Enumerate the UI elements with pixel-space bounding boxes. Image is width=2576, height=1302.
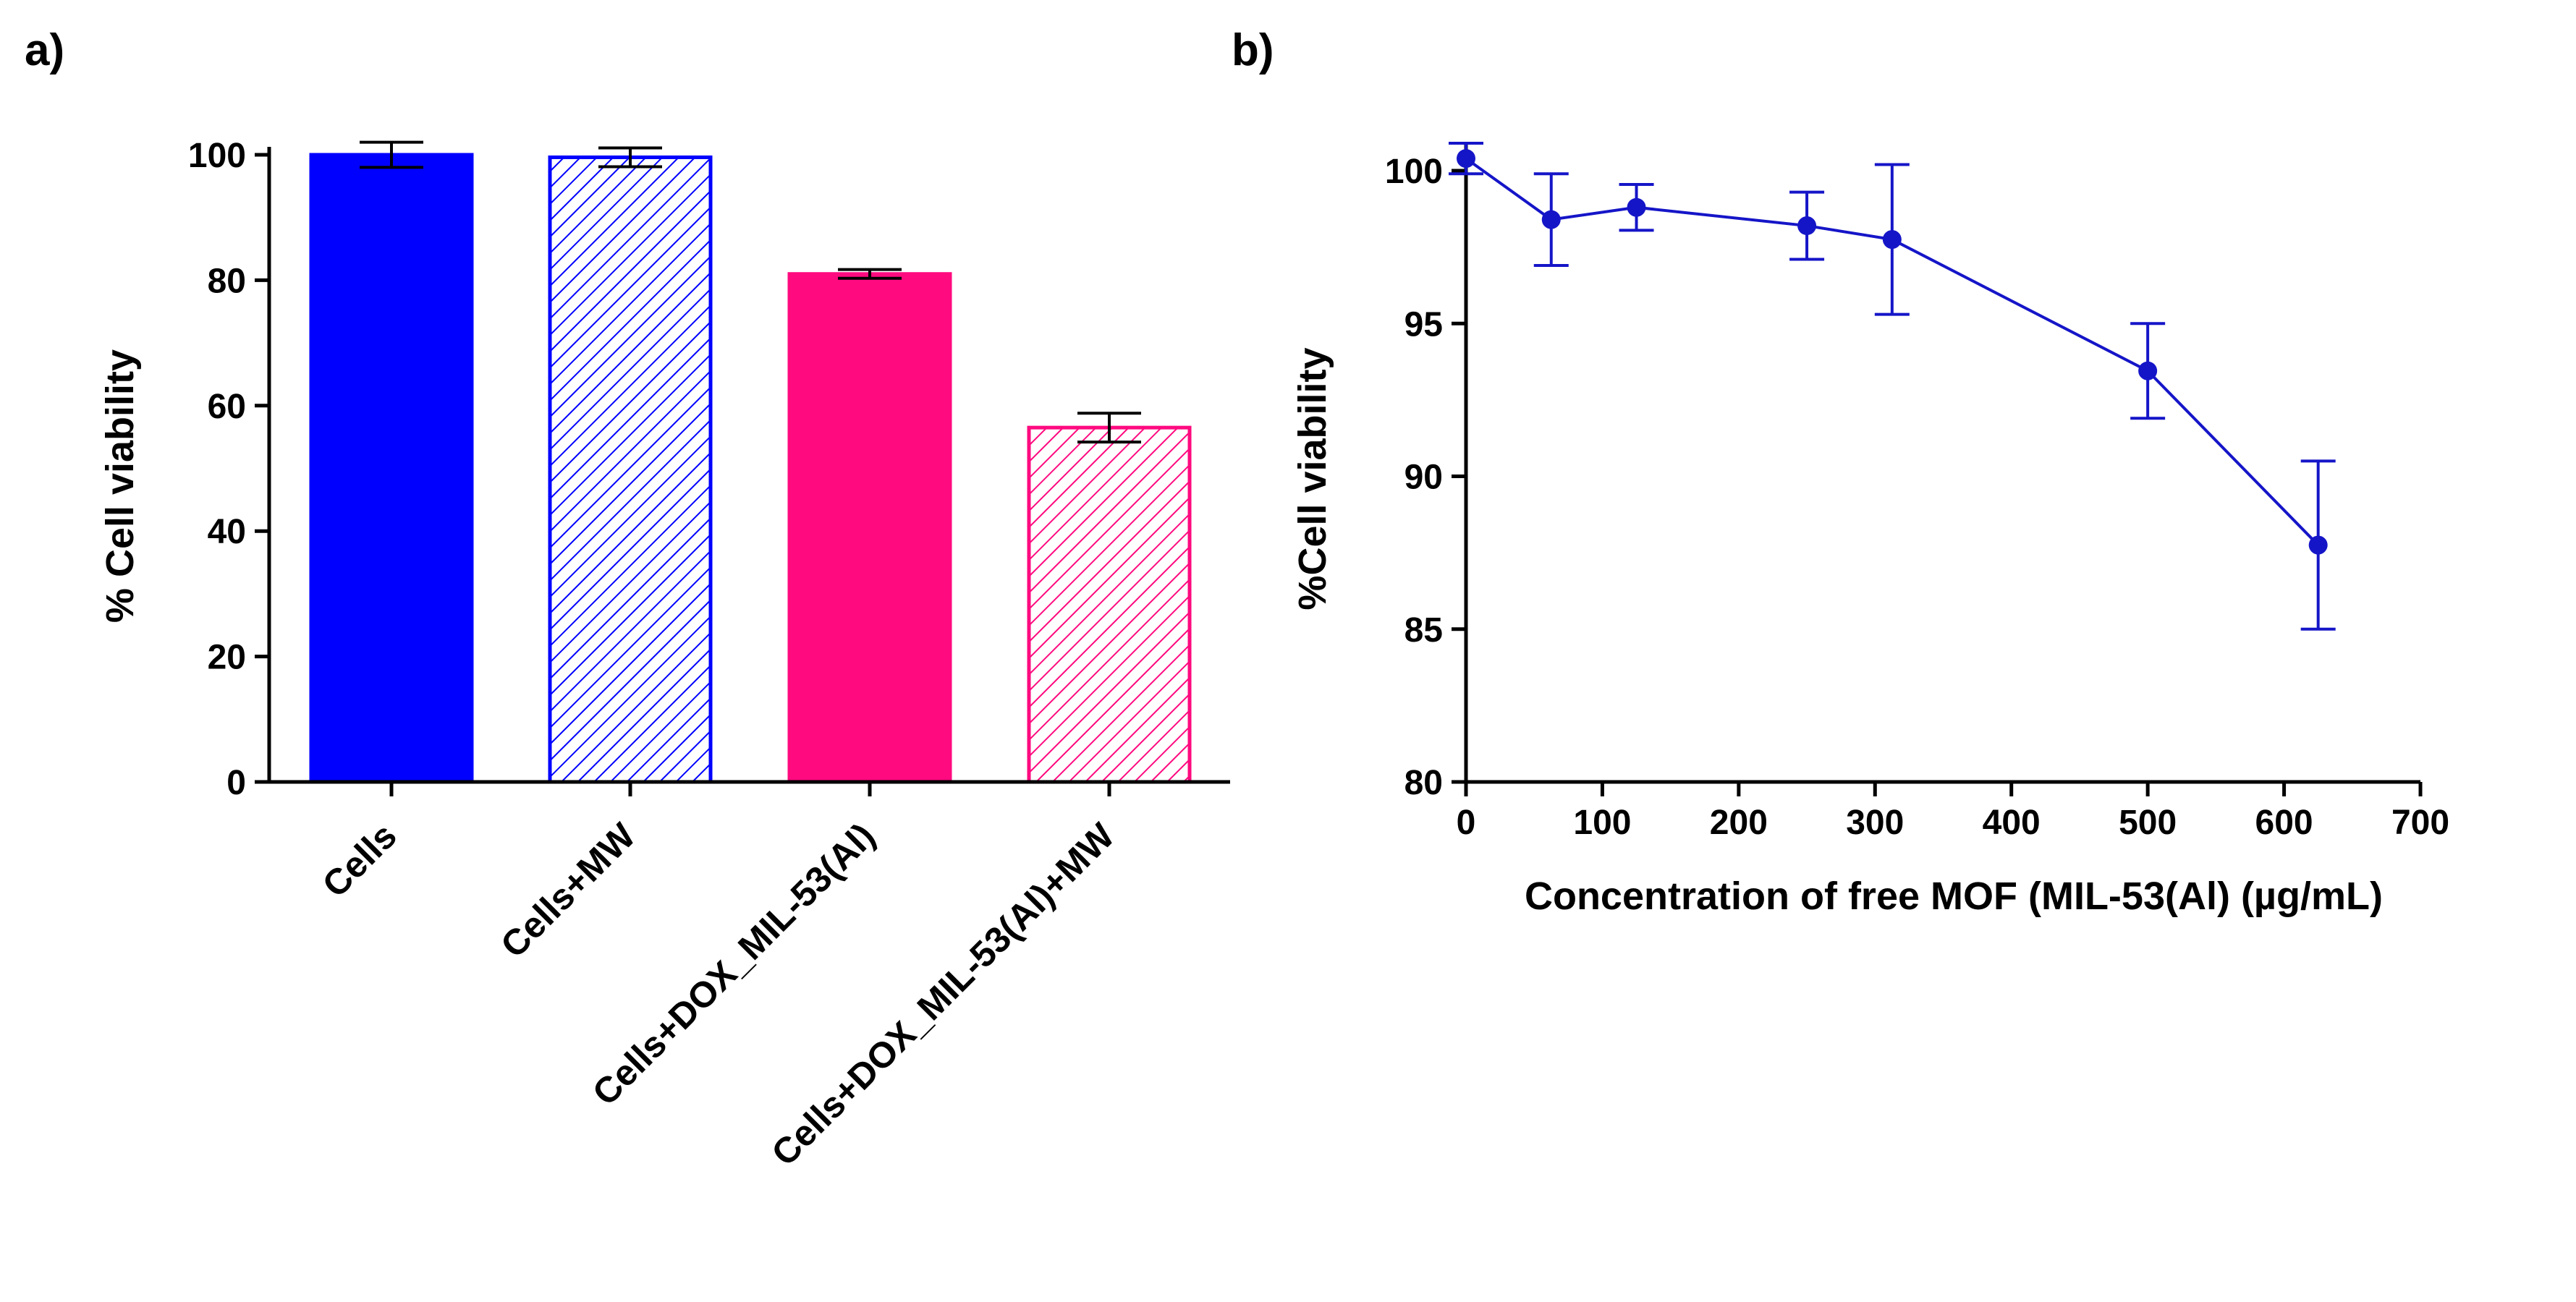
line-x-tick-label: 600 [2255,804,2313,842]
data-point [1457,149,1475,169]
line-y-tick-label: 100 [1385,153,1443,191]
bar-y-tick-label: 20 [208,639,246,677]
data-point [2308,535,2328,555]
line-y-tick-label: 95 [1404,305,1443,344]
bar [548,155,713,784]
bar-chart-panel: a) % Cell viability 0 20 40 60 80 100 Cells Ce… [25,25,1230,1174]
bar-y-axis: 0 20 40 60 80 100 [188,137,271,802]
line-x-tick-label: 500 [2119,804,2177,842]
bar-y-tick-label: 80 [208,262,246,300]
bar-y-tick-label: 40 [208,513,246,551]
bar-y-tick-label: 100 [188,137,246,175]
bar-y-axis-title: % Cell viability [98,349,142,623]
line-x-tick-label: 100 [1573,804,1631,842]
data-point [2138,361,2158,380]
data-point [1541,210,1561,229]
line-y-tick-label: 80 [1404,764,1443,802]
line-x-tick-label: 0 [1457,804,1476,842]
bar [309,153,474,784]
data-point [1882,230,1902,250]
line-x-tick-label: 300 [1846,804,1904,842]
line-axes: 80 85 90 95 100 0 100 200 300 400 500 600 700 [1385,145,2449,842]
bar-category-label: Cells+MW [493,815,643,966]
bar-y-tick-label: 60 [208,388,246,426]
panel-label-a: a) [25,25,64,75]
line-y-tick-label: 85 [1404,611,1443,650]
bar-category-label: Cells [315,815,404,905]
line-x-tick-label: 700 [2391,804,2449,842]
line-x-tick-label: 200 [1710,804,1768,842]
line-y-tick-label: 90 [1404,459,1443,497]
bar [787,272,952,784]
bar [1027,425,1192,784]
bar-y-tick-label: 0 [226,764,246,802]
bar-x-axis: Cells Cells+MWCells+DOX_MIL-53(Al)Cells+D… [269,780,1230,1174]
panel-label-b: b) [1232,25,1274,75]
data-point [1627,197,1646,217]
data-point [1797,216,1817,236]
line-series [1449,141,2336,631]
line-y-axis-title: %Cell viability [1291,347,1334,610]
bar-series [309,140,1192,784]
line-x-axis-title: Concentration of free MOF (MIL-53(Al) (µ… [1525,875,2383,918]
line-x-tick-label: 400 [1983,804,2041,842]
line-chart-panel: b) %Cell viability Concentration of free… [1232,25,2449,918]
bar-category-label: Cells+DOX_MIL-53(Al) [585,815,883,1113]
